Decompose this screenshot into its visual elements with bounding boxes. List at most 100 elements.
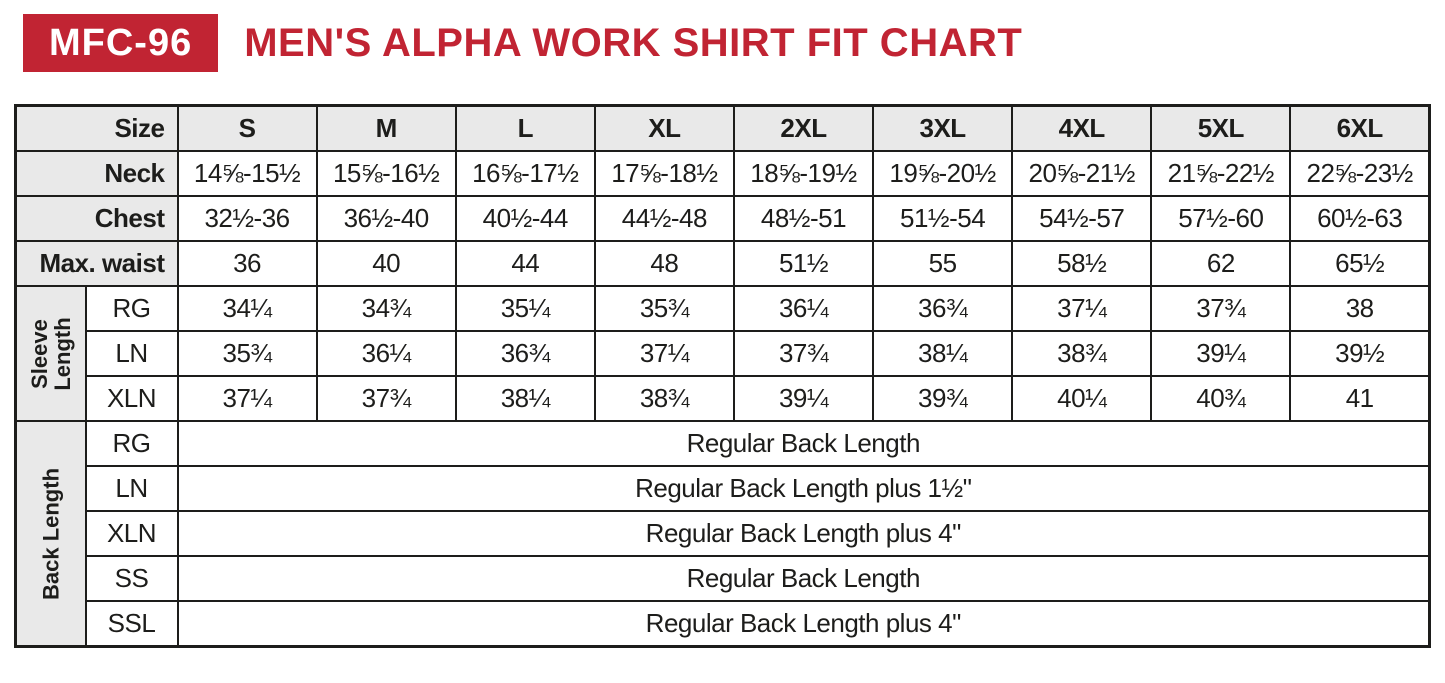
sleeve-xln-value: 38¾ <box>593 375 735 422</box>
sleeve-xln-value: 41 <box>1289 375 1431 422</box>
neck-value: 17⅝-18½ <box>593 150 735 197</box>
sleeve-sub-label-xln: XLN <box>84 375 179 422</box>
sleeve-xln-value: 37¼ <box>176 375 318 422</box>
table-row-back-rg: Back Length RG Regular Back Length <box>14 420 1431 648</box>
chest-row-label: Chest <box>14 195 179 242</box>
table-row-back-ss: SS Regular Back Length <box>16 555 1431 602</box>
max-waist-value: 48 <box>593 240 735 287</box>
table-row-size: Size S M L XL 2XL 3XL 4XL 5XL 6XL <box>14 104 1431 152</box>
chest-value: 40½-44 <box>454 195 596 242</box>
size-row-label: Size <box>14 104 179 152</box>
size-col-header-5xl: 5XL <box>1150 104 1292 152</box>
sleeve-ln-value: 38¼ <box>872 330 1014 377</box>
table-row-back-xln: XLN Regular Back Length plus 4" <box>16 510 1431 557</box>
max-waist-value: 55 <box>872 240 1014 287</box>
sleeve-xln-value: 38¼ <box>454 375 596 422</box>
chest-value: 54½-57 <box>1011 195 1153 242</box>
sleeve-ln-value: 39½ <box>1289 330 1431 377</box>
sleeve-xln-value: 39¼ <box>732 375 875 422</box>
size-col-header-3xl: 3XL <box>872 104 1014 152</box>
table-row-sleeve-rg: Sleeve Length RG 34¼ 34¾ 35¼ 35¾ 36¼ 36¾… <box>14 285 1431 422</box>
max-waist-value: 51½ <box>732 240 875 287</box>
size-col-header-s: S <box>176 104 318 152</box>
table-row-chest: Chest 32½-36 36½-40 40½-44 44½-48 48½-51… <box>14 195 1431 242</box>
neck-value: 21⅝-22½ <box>1150 150 1292 197</box>
max-waist-value: 62 <box>1150 240 1292 287</box>
neck-value: 16⅝-17½ <box>454 150 596 197</box>
sleeve-rg-value: 34¾ <box>315 285 457 332</box>
size-col-header-l: L <box>454 104 596 152</box>
sleeve-rg-value: 37¼ <box>1011 285 1153 332</box>
sleeve-rg-value: 35¾ <box>593 285 735 332</box>
sleeve-ln-value: 37¼ <box>593 330 735 377</box>
back-sub-label-ln: LN <box>84 465 179 512</box>
back-sub-label-rg: RG <box>84 420 179 467</box>
chest-value: 44½-48 <box>593 195 735 242</box>
sleeve-ln-value: 36¾ <box>454 330 596 377</box>
chest-value: 48½-51 <box>732 195 875 242</box>
size-col-header-4xl: 4XL <box>1011 104 1153 152</box>
back-sub-label-ss: SS <box>84 555 179 602</box>
back-sub-label-ssl: SSL <box>84 600 179 648</box>
max-waist-row-label: Max. waist <box>14 240 179 287</box>
table-row-sleeve-xln: XLN 37¼ 37¾ 38¼ 38¾ 39¼ 39¾ 40¼ 40¾ 41 <box>16 375 1431 422</box>
back-length-vertical-label: Back Length <box>14 420 87 648</box>
table-row-back-ln: LN Regular Back Length plus 1½" <box>16 465 1431 512</box>
sleeve-xln-value: 39¾ <box>872 375 1014 422</box>
neck-value: 18⅝-19½ <box>732 150 875 197</box>
max-waist-value: 65½ <box>1289 240 1431 287</box>
table-row-back-ssl: SSL Regular Back Length plus 4" <box>16 600 1431 648</box>
back-length-label-text: Back Length <box>38 467 64 600</box>
chest-value: 57½-60 <box>1150 195 1292 242</box>
neck-value: 15⅝-16½ <box>315 150 457 197</box>
sleeve-ln-value: 36¼ <box>315 330 457 377</box>
sleeve-rg-value: 37¾ <box>1150 285 1292 332</box>
sleeve-ln-value: 35¾ <box>176 330 318 377</box>
back-length-text-ln: Regular Back Length plus 1½" <box>176 465 1431 512</box>
sleeve-rg-value: 36¼ <box>732 285 875 332</box>
chest-value: 51½-54 <box>872 195 1014 242</box>
size-col-header-m: M <box>315 104 457 152</box>
sleeve-ln-value: 39¼ <box>1150 330 1292 377</box>
chest-value: 36½-40 <box>315 195 457 242</box>
sleeve-ln-value: 38¾ <box>1011 330 1153 377</box>
back-length-text-ss: Regular Back Length <box>176 555 1431 602</box>
back-length-text-ssl: Regular Back Length plus 4" <box>176 600 1431 648</box>
max-waist-value: 44 <box>454 240 596 287</box>
back-sub-label-xln: XLN <box>84 510 179 557</box>
sleeve-rg-value: 35¼ <box>454 285 596 332</box>
sleeve-rg-value: 34¼ <box>176 285 318 332</box>
neck-value: 22⅝-23½ <box>1289 150 1431 197</box>
neck-value: 20⅝-21½ <box>1011 150 1153 197</box>
neck-value: 19⅝-20½ <box>872 150 1014 197</box>
fit-chart-table: Size S M L XL 2XL 3XL 4XL 5XL 6XL Neck 1… <box>14 104 1431 648</box>
page-title: MEN'S ALPHA WORK SHIRT FIT CHART <box>244 20 1023 65</box>
page-header: MFC-96 MEN'S ALPHA WORK SHIRT FIT CHART <box>23 14 1445 72</box>
sleeve-xln-value: 37¾ <box>315 375 457 422</box>
sleeve-rg-value: 36¾ <box>872 285 1014 332</box>
neck-row-label: Neck <box>14 150 179 197</box>
neck-value: 14⅝-15½ <box>176 150 318 197</box>
sleeve-label-line1: Sleeve <box>26 318 52 389</box>
back-length-text-rg: Regular Back Length <box>176 420 1431 467</box>
table-row-max-waist: Max. waist 36 40 44 48 51½ 55 58½ 62 65½ <box>14 240 1431 287</box>
sleeve-ln-value: 37¾ <box>732 330 875 377</box>
sleeve-length-vertical-label: Sleeve Length <box>14 285 87 422</box>
sleeve-length-label-text: Sleeve Length <box>26 316 75 391</box>
back-length-text-xln: Regular Back Length plus 4" <box>176 510 1431 557</box>
size-col-header-xl: XL <box>593 104 735 152</box>
sleeve-xln-value: 40¾ <box>1150 375 1292 422</box>
page: MFC-96 MEN'S ALPHA WORK SHIRT FIT CHART … <box>0 14 1445 648</box>
max-waist-value: 40 <box>315 240 457 287</box>
sleeve-label-line2: Length <box>49 316 75 391</box>
max-waist-value: 36 <box>176 240 318 287</box>
chest-value: 32½-36 <box>176 195 318 242</box>
max-waist-value: 58½ <box>1011 240 1153 287</box>
size-col-header-2xl: 2XL <box>732 104 875 152</box>
table-row-sleeve-ln: LN 35¾ 36¼ 36¾ 37¼ 37¾ 38¼ 38¾ 39¼ 39½ <box>16 330 1431 377</box>
size-col-header-6xl: 6XL <box>1289 104 1431 152</box>
chest-value: 60½-63 <box>1289 195 1431 242</box>
sleeve-xln-value: 40¼ <box>1011 375 1153 422</box>
product-code-badge: MFC-96 <box>23 14 219 72</box>
table-row-neck: Neck 14⅝-15½ 15⅝-16½ 16⅝-17½ 17⅝-18½ 18⅝… <box>14 150 1431 197</box>
